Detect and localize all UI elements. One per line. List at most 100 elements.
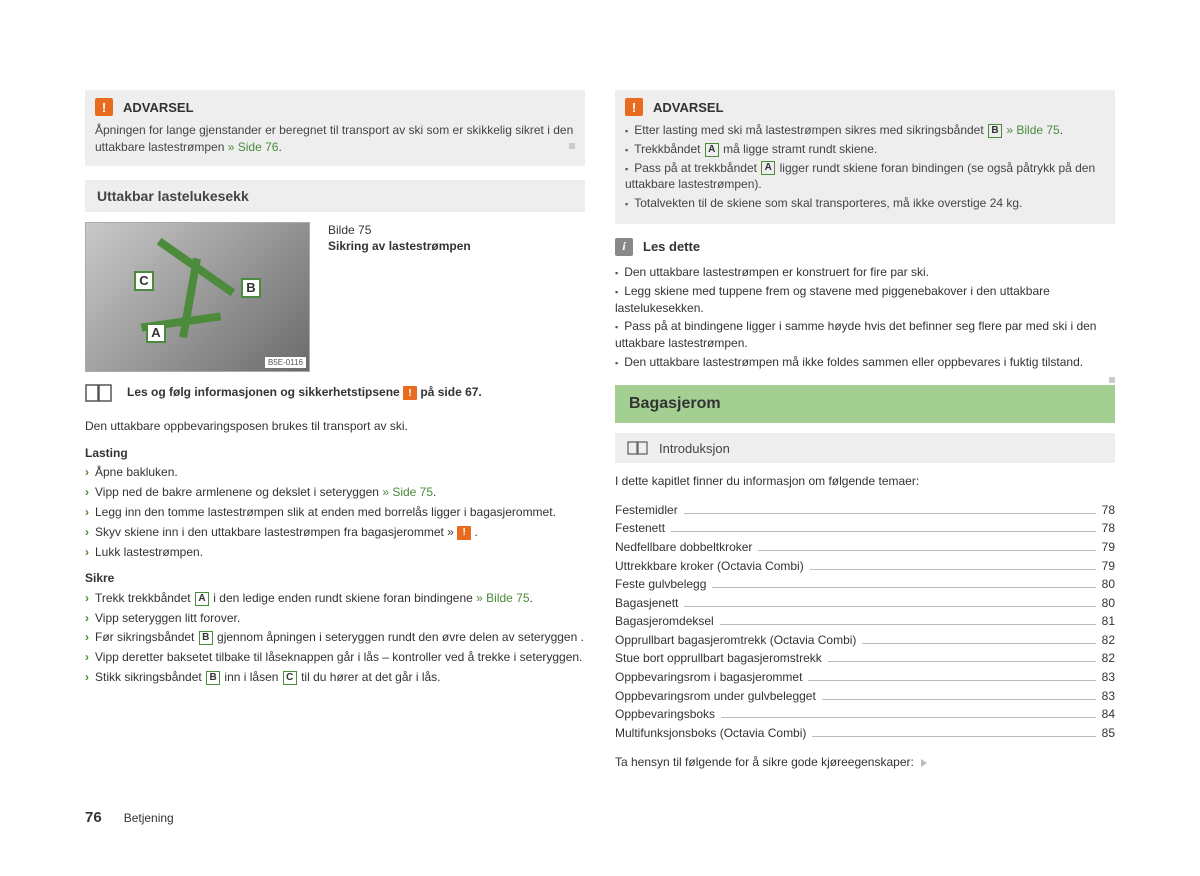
info-icon: i xyxy=(615,238,633,256)
toc-row: Uttrekkbare kroker (Octavia Combi) 79 xyxy=(615,557,1115,576)
toc-leader xyxy=(810,569,1096,570)
figure-caption: Bilde 75 Sikring av lastestrømpen xyxy=(328,222,471,372)
warning-header: ! ADVARSEL xyxy=(625,98,1105,116)
info-body: Den uttakbare lastestrømpen er konstruer… xyxy=(615,264,1115,371)
paragraph-end-marker xyxy=(569,143,575,149)
toc-page: 83 xyxy=(1102,687,1115,706)
toc-leader xyxy=(758,550,1095,551)
figure-image: C B A B5E-0116 xyxy=(85,222,310,372)
toc-row: Oppbevaringsboks 84 xyxy=(615,705,1115,724)
toc-row: Festenett 78 xyxy=(615,519,1115,538)
sikre-item: Vipp deretter baksetet tilbake til låsek… xyxy=(85,649,585,666)
toc-row: Opprullbart bagasjeromtrekk (Octavia Com… xyxy=(615,631,1115,650)
figure-marker-b: B xyxy=(241,278,261,298)
toc-label: Multifunksjonsboks (Octavia Combi) xyxy=(615,724,806,743)
figure-marker-a: A xyxy=(146,323,166,343)
toc-outro-text: Ta hensyn til følgende for å sikre gode … xyxy=(615,755,914,769)
sikre-item: Stikk sikringsbåndet B inn i låsen C til… xyxy=(85,669,585,686)
toc-page: 80 xyxy=(1102,594,1115,613)
warning-text-pre: Åpningen for lange gjenstander er beregn… xyxy=(95,123,573,154)
info-item: Den uttakbare lastestrømpen er konstruer… xyxy=(615,264,1115,281)
info-item: Legg skiene med tuppene frem og stavene … xyxy=(615,283,1115,317)
toc-leader xyxy=(671,531,1096,532)
toc-leader xyxy=(721,717,1096,718)
figure-caption-line1: Bilde 75 xyxy=(328,222,471,239)
info-item: Pass på at bindingene ligger i samme høy… xyxy=(615,318,1115,352)
warning-header: ! ADVARSEL xyxy=(95,98,575,116)
warning-item: Pass på at trekkbåndet A ligger rundt sk… xyxy=(625,160,1105,194)
toc-page: 83 xyxy=(1102,668,1115,687)
intro-text: Den uttakbare oppbevaringsposen brukes t… xyxy=(85,418,585,435)
sikre-item: Trekk trekkbåndet A i den ledige enden r… xyxy=(85,590,585,607)
warning-item: Trekkbåndet A må ligge stramt rundt skie… xyxy=(625,141,1105,158)
subheading-text: Introduksjon xyxy=(659,441,730,456)
warning-item: Etter lasting med ski må lastestrømpen s… xyxy=(625,122,1105,139)
footer-section: Betjening xyxy=(124,811,174,825)
toc-row: Stue bort opprullbart bagasjeromstrekk82 xyxy=(615,649,1115,668)
warning-text-post: . xyxy=(278,140,281,154)
toc-leader xyxy=(828,661,1096,662)
toc-page: 84 xyxy=(1102,705,1115,724)
readline-post: på side 67. xyxy=(417,385,482,399)
section-title-green: Bagasjerom xyxy=(615,385,1115,423)
toc-label: Oppbevaringsboks xyxy=(615,705,715,724)
warning-link: » Side 76 xyxy=(228,140,279,154)
toc-page: 82 xyxy=(1102,649,1115,668)
toc-leader xyxy=(684,513,1096,514)
toc-page: 79 xyxy=(1102,557,1115,576)
toc-page: 81 xyxy=(1102,612,1115,631)
info-header: i Les dette xyxy=(615,238,1115,256)
toc-page: 78 xyxy=(1102,501,1115,520)
page-number: 76 xyxy=(85,809,102,826)
warning-body: Åpningen for lange gjenstander er beregn… xyxy=(95,122,575,156)
toc-leader xyxy=(720,624,1096,625)
left-column: ! ADVARSEL Åpningen for lange gjenstande… xyxy=(85,90,585,782)
toc-label: Nedfellbare dobbeltkroker xyxy=(615,538,752,557)
toc-intro: I dette kapitlet finner du informasjon o… xyxy=(615,473,1115,490)
warning-box-left: ! ADVARSEL Åpningen for lange gjenstande… xyxy=(85,90,585,166)
toc-label: Bagasjenett xyxy=(615,594,678,613)
warning-icon: ! xyxy=(95,98,113,116)
info-title: Les dette xyxy=(643,239,700,254)
sikre-block: Sikre Trekk trekkbåndet A i den ledige e… xyxy=(85,570,585,685)
info-item: Den uttakbare lastestrømpen må ikke fold… xyxy=(615,354,1115,371)
warning-list: Etter lasting med ski må lastestrømpen s… xyxy=(625,122,1105,212)
toc-label: Bagasjeromdeksel xyxy=(615,612,714,631)
figure-row: C B A B5E-0116 Bilde 75 Sikring av laste… xyxy=(85,222,585,372)
toc-label: Feste gulvbelegg xyxy=(615,575,706,594)
toc-page: 85 xyxy=(1102,724,1115,743)
toc-outro: Ta hensyn til følgende for å sikre gode … xyxy=(615,754,1115,771)
sikre-item: Før sikringsbåndet B gjennom åpningen i … xyxy=(85,629,585,646)
table-of-contents: Festemidler78Festenett78Nedfellbare dobb… xyxy=(615,501,1115,743)
figure-caption-line2: Sikring av lastestrømpen xyxy=(328,238,471,255)
info-list: Den uttakbare lastestrømpen er konstruer… xyxy=(615,264,1115,371)
lasting-list: Åpne bakluken.Vipp ned de bakre armlenen… xyxy=(85,464,585,560)
read-safety-text: Les og følg informasjonen og sikkerhetst… xyxy=(127,385,482,400)
toc-label: Uttrekkbare kroker (Octavia Combi) xyxy=(615,557,804,576)
lasting-block: Lasting Åpne bakluken.Vipp ned de bakre … xyxy=(85,445,585,560)
warning-item: Totalvekten til de skiene som skal trans… xyxy=(625,195,1105,212)
toc-row: Feste gulvbelegg 80 xyxy=(615,575,1115,594)
toc-label: Oppbevaringsrom under gulvbelegget xyxy=(615,687,816,706)
toc-row: Nedfellbare dobbeltkroker79 xyxy=(615,538,1115,557)
toc-page: 82 xyxy=(1102,631,1115,650)
lasting-title: Lasting xyxy=(85,445,585,462)
sikre-list: Trekk trekkbåndet A i den ledige enden r… xyxy=(85,590,585,686)
lasting-item: Lukk lastestrømpen. xyxy=(85,544,585,561)
sikre-item: Vipp seteryggen litt forover. xyxy=(85,610,585,627)
right-column: ! ADVARSEL Etter lasting med ski må last… xyxy=(615,90,1115,782)
read-safety-line: Les og følg informasjonen og sikkerhetst… xyxy=(85,382,585,404)
book-icon xyxy=(85,382,115,404)
toc-page: 80 xyxy=(1102,575,1115,594)
lasting-item: Åpne bakluken. xyxy=(85,464,585,481)
toc-leader xyxy=(862,643,1095,644)
toc-label: Festemidler xyxy=(615,501,678,520)
toc-row: Festemidler 78 xyxy=(615,501,1115,520)
toc-leader xyxy=(822,699,1096,700)
toc-label: Festenett xyxy=(615,519,665,538)
toc-leader xyxy=(684,606,1095,607)
figure-code: B5E-0116 xyxy=(265,357,306,368)
warning-box-right: ! ADVARSEL Etter lasting med ski må last… xyxy=(615,90,1115,224)
toc-page: 78 xyxy=(1102,519,1115,538)
sikre-title: Sikre xyxy=(85,570,585,587)
